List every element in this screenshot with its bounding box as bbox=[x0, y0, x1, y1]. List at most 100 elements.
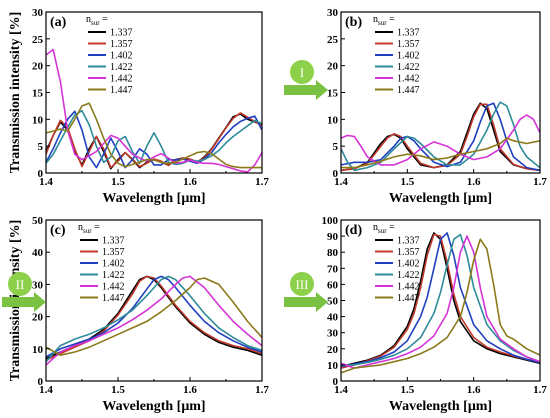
x-tick-label: 1.6 bbox=[183, 176, 197, 188]
y-tick-label: 10 bbox=[327, 360, 339, 372]
panel-label: (b) bbox=[345, 15, 362, 30]
series-line-1.442 bbox=[341, 114, 540, 166]
legend-label-1.357: 1.357 bbox=[397, 247, 420, 258]
y-tick-label: 0 bbox=[38, 376, 44, 388]
y-tick-label: 25 bbox=[327, 34, 339, 46]
y-tick-label: 10 bbox=[327, 114, 339, 126]
x-axis-label: Wavelength [μm] bbox=[389, 399, 492, 414]
y-tick-label: 40 bbox=[327, 312, 339, 324]
y-tick-label: 10 bbox=[32, 114, 44, 126]
arrow-head bbox=[316, 80, 328, 100]
y-tick-label: 30 bbox=[32, 279, 44, 291]
legend-label-1.422: 1.422 bbox=[110, 62, 133, 73]
step-arrow-2: II bbox=[2, 272, 46, 312]
legend-label-1.402: 1.402 bbox=[110, 51, 133, 62]
step-circle bbox=[8, 272, 32, 296]
panel-label: (d) bbox=[345, 223, 362, 238]
y-tick-label: 15 bbox=[327, 88, 339, 100]
y-tick-label: 5 bbox=[333, 141, 339, 153]
series-group bbox=[46, 275, 262, 366]
y-tick-label: 15 bbox=[32, 88, 44, 100]
legend-label-1.422: 1.422 bbox=[102, 270, 125, 281]
y-tick-label: 20 bbox=[32, 312, 44, 324]
x-tick-label: 1.6 bbox=[467, 384, 481, 396]
series-line-1.402 bbox=[341, 232, 540, 368]
step-label: III bbox=[296, 277, 309, 292]
x-tick-label: 1.4 bbox=[334, 384, 348, 396]
legend-label-1.357: 1.357 bbox=[397, 39, 420, 50]
series-line-1.357 bbox=[341, 233, 540, 369]
arrow-shaft bbox=[284, 85, 318, 95]
x-tick-label: 1.4 bbox=[39, 384, 53, 396]
legend-label-1.337: 1.337 bbox=[102, 236, 125, 247]
y-axis-label: Transmission intensity [%] bbox=[8, 12, 23, 174]
y-tick-label: 80 bbox=[327, 247, 339, 259]
y-tick-label: 30 bbox=[327, 7, 339, 19]
y-tick-label: 25 bbox=[32, 34, 44, 46]
y-tick-label: 100 bbox=[322, 215, 339, 227]
series-line-1.422 bbox=[341, 233, 540, 366]
legend-label-1.337: 1.337 bbox=[397, 236, 420, 247]
series-line-1.447 bbox=[46, 277, 262, 357]
panel-label: (c) bbox=[50, 223, 66, 238]
x-axis-label: Wavelength [μm] bbox=[102, 399, 205, 414]
y-tick-label: 70 bbox=[327, 263, 339, 275]
x-tick-label: 1.6 bbox=[467, 176, 481, 188]
step-circle bbox=[290, 60, 314, 84]
legend-label-1.422: 1.422 bbox=[397, 270, 420, 281]
legend-label-1.402: 1.402 bbox=[102, 259, 125, 270]
y-tick-label: 30 bbox=[327, 328, 339, 340]
series-line-1.402 bbox=[46, 110, 262, 169]
series-group bbox=[46, 48, 262, 173]
plot-frame bbox=[45, 219, 263, 382]
legend-label-1.447: 1.447 bbox=[110, 85, 133, 96]
legend-label-1.357: 1.357 bbox=[102, 247, 125, 258]
legend-label-1.442: 1.442 bbox=[397, 74, 420, 85]
y-tick-label: 20 bbox=[32, 61, 44, 73]
series-line-1.422 bbox=[46, 275, 262, 363]
legend-title: nsur = bbox=[373, 222, 395, 235]
series-line-1.447 bbox=[341, 137, 540, 169]
series-group bbox=[341, 232, 540, 374]
series-line-1.442 bbox=[46, 275, 262, 366]
y-tick-label: 50 bbox=[327, 296, 339, 308]
x-axis-label: Wavelength [μm] bbox=[389, 191, 492, 206]
step-arrow-3: III bbox=[284, 272, 328, 312]
legend-label-1.337: 1.337 bbox=[110, 28, 133, 39]
series-line-1.402 bbox=[341, 102, 540, 172]
legend-label-1.447: 1.447 bbox=[397, 85, 420, 96]
x-tick-label: 1.7 bbox=[533, 176, 547, 188]
y-tick-label: 5 bbox=[38, 141, 44, 153]
plot-frame bbox=[45, 11, 263, 174]
x-tick-label: 1.4 bbox=[334, 176, 348, 188]
x-tick-label: 1.5 bbox=[400, 384, 414, 396]
series-line-1.447 bbox=[46, 102, 262, 169]
series-line-1.442 bbox=[46, 48, 262, 173]
panel-d: 1.4 1.5 1.6 1.7 0 10 20 30 40 50 60 70 80 90 100 Wavele… bbox=[322, 215, 548, 414]
x-tick-label: 1.7 bbox=[255, 176, 269, 188]
series-line-1.422 bbox=[341, 101, 540, 172]
panel-label: (a) bbox=[50, 15, 67, 30]
y-tick-label: 20 bbox=[327, 344, 339, 356]
x-tick-label: 1.6 bbox=[183, 384, 197, 396]
legend-title: nsur = bbox=[86, 14, 108, 27]
legend-title: nsur = bbox=[373, 14, 395, 27]
series-line-1.357 bbox=[46, 112, 262, 169]
x-tick-label: 1.7 bbox=[533, 384, 547, 396]
step-label: II bbox=[16, 277, 25, 292]
legend-label-1.442: 1.442 bbox=[110, 74, 133, 85]
x-tick-label: 1.4 bbox=[39, 176, 53, 188]
legend-label-1.447: 1.447 bbox=[102, 293, 125, 304]
y-tick-label: 10 bbox=[32, 344, 44, 356]
legend-label-1.402: 1.402 bbox=[397, 51, 420, 62]
series-line-1.402 bbox=[46, 275, 262, 358]
x-axis-label: Wavelength [μm] bbox=[102, 191, 205, 206]
x-tick-label: 1.5 bbox=[111, 176, 125, 188]
panel-a: 1.4 1.5 1.6 1.7 0 5 10 15 20 25 30 Wavelength [μm] T… bbox=[8, 7, 269, 206]
step-circle bbox=[290, 272, 314, 296]
arrow-shaft bbox=[284, 297, 318, 307]
x-tick-label: 1.5 bbox=[400, 176, 414, 188]
legend-label-1.447: 1.447 bbox=[397, 293, 420, 304]
series-line-1.447 bbox=[341, 238, 540, 374]
